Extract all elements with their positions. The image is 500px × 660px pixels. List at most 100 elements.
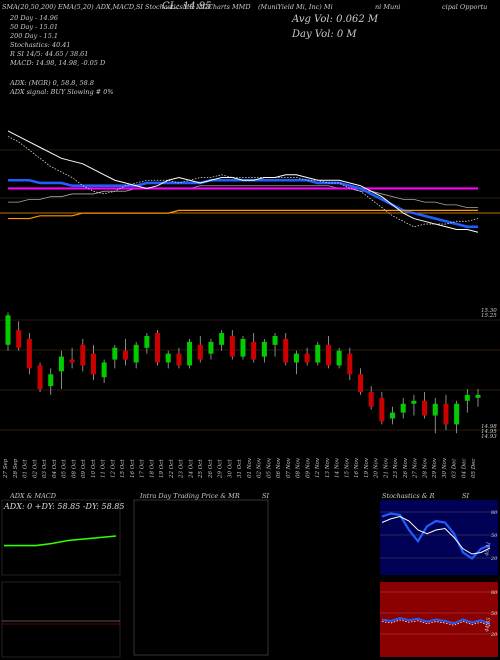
si-value: 44.65 (484, 617, 493, 633)
x-tick-label: 14 Nov (335, 457, 341, 478)
x-tick-label: 15 Nov (344, 457, 350, 478)
candle-body (26, 338, 32, 369)
x-tick-label: 19 Oct (159, 459, 165, 478)
x-tick-label: 18 Oct (149, 459, 155, 478)
candle-body (80, 344, 86, 366)
candle-body (90, 353, 96, 375)
stat-line: MACD: 14.98, 14.98, -0.05 D (10, 59, 106, 67)
candle-body (37, 365, 43, 390)
x-tick-label: 26 Oct (208, 459, 214, 479)
x-tick-label: 07 Nov (286, 457, 292, 478)
candle-body (251, 341, 257, 360)
x-tick-label: 11 Oct (101, 459, 107, 478)
x-tick-label: 17 Oct (140, 459, 146, 478)
candle-body (16, 330, 22, 348)
candle-body (176, 353, 182, 366)
stoch-d-line (381, 515, 491, 555)
stoch-tick: 20 (490, 556, 498, 562)
close-price: CL: 14.95 (162, 1, 212, 12)
x-tick-label: 28 Sep (13, 458, 19, 479)
intraday-panel-frame (133, 499, 269, 656)
x-tick-label: 13 Nov (325, 457, 331, 478)
x-tick-label: 12 Nov (315, 457, 321, 478)
x-tick-label: 31 Oct (237, 459, 243, 478)
x-tick-label: 01 Nov (247, 457, 253, 478)
header-muni: ni Muni (375, 3, 401, 11)
si-tick: 80 (491, 590, 498, 596)
dotted-ma-line (7, 136, 479, 228)
macd-panel-frame (1, 581, 121, 658)
x-tick-label: 23 Oct (179, 459, 185, 479)
header-title-mid: ADX,MACD,SI StochasticsMR (96, 3, 195, 11)
candle-body (272, 335, 278, 345)
x-tick-label: 27 Sep (3, 458, 9, 479)
x-tick-label: 29 Oct (218, 459, 224, 479)
si-dotted-line (381, 619, 491, 627)
adx-plus-line (4, 535, 117, 547)
x-tick-label: 24 Oct (188, 459, 194, 479)
price-label-upper: 15.30 (481, 308, 497, 314)
candle-body (422, 400, 428, 416)
stoch-value: 40.41 (484, 541, 493, 557)
adx-readout: ADX: 0 +DY: 58.85 -DY: 58.85 (4, 502, 125, 511)
candle-body (123, 350, 128, 360)
price-label-lower3: 14.93 (481, 434, 497, 440)
candle-body (101, 362, 107, 378)
price-label-lower1: 14.98 (481, 424, 497, 430)
stoch-panel-si: SI (462, 492, 470, 500)
intra-panel-title: Intra Day Trading Price & MR (140, 492, 240, 500)
x-tick-label: 26 Nov (403, 457, 409, 479)
candle-body (454, 403, 460, 425)
x-tick-label: 25 Oct (198, 459, 204, 479)
x-tick-label: 30 Oct (227, 459, 233, 478)
x-tick-label: 04 Dec (461, 459, 467, 479)
sma20-line (7, 130, 479, 233)
sma50-line (8, 185, 478, 209)
x-tick-label: 09 Oct (81, 459, 87, 478)
price-label-upper2: 15.25 (481, 313, 497, 319)
candle-body (432, 403, 438, 416)
x-tick-label: 03 Oct (42, 459, 48, 478)
x-tick-label: 19 Nov (364, 457, 370, 478)
adx-panel-frame (1, 499, 121, 576)
intra-panel-si: SI (262, 492, 270, 500)
stat-line: 20 Day - 14.96 (10, 14, 59, 22)
candle-body (112, 347, 118, 360)
si-tick: 50 (491, 611, 498, 617)
candle-body (336, 350, 342, 366)
candle-body (69, 359, 75, 363)
x-tick-label: 20 Nov (374, 457, 380, 479)
x-tick-label: 27 Nov (413, 457, 419, 479)
x-tick-label: 06 Nov (276, 457, 282, 478)
x-tick-label: 04 Oct (52, 459, 58, 478)
candle-body (197, 344, 203, 360)
x-tick-label: 01 Oct (23, 459, 29, 478)
x-tick-label: 08 Nov (296, 457, 302, 478)
header-opp: cipal Opportu (442, 3, 488, 11)
x-tick-label: 08 Oct (71, 459, 77, 478)
avg-volume: Avg Vol: 0.062 M (292, 14, 379, 25)
header-company: (MuniYield Mi, Inc) Mi (258, 3, 333, 11)
candle-body (315, 344, 321, 363)
candle-body (240, 338, 246, 357)
adx-panel-title: ADX & MACD (10, 492, 56, 500)
candle-body (144, 335, 150, 348)
candle-body (58, 356, 64, 372)
candle-body (358, 374, 363, 392)
ema20-line (8, 178, 478, 229)
x-tick-label: 02 Oct (32, 459, 38, 478)
x-tick-label: 23 Nov (393, 457, 399, 479)
candle-body (304, 353, 310, 363)
candle-body (368, 391, 374, 407)
x-tick-label: 05 Nov (266, 457, 272, 478)
x-tick-label: 16 Nov (354, 457, 360, 478)
si-line (381, 616, 491, 625)
candle-body (379, 397, 385, 422)
candle-body (133, 344, 139, 363)
candle-body (390, 412, 396, 419)
stat-line: R SI 14/5: 44.65 / 38.61 (10, 50, 89, 58)
stoch-tick: 50 (491, 533, 498, 539)
x-tick-label: 28 Nov (422, 457, 428, 479)
x-tick-label: 22 Oct (169, 459, 175, 479)
